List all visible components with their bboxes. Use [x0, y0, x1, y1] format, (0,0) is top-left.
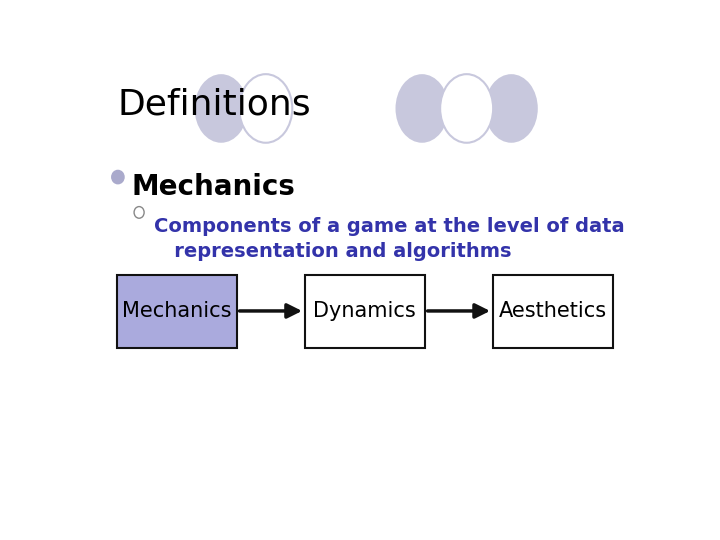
Ellipse shape [395, 74, 449, 143]
Text: Components of a game at the level of data: Components of a game at the level of dat… [154, 217, 625, 235]
Text: Mechanics: Mechanics [122, 301, 232, 321]
Ellipse shape [485, 74, 538, 143]
Ellipse shape [440, 74, 493, 143]
Text: Definitions: Definitions [118, 87, 312, 122]
Text: Dynamics: Dynamics [313, 301, 416, 321]
Ellipse shape [112, 171, 124, 184]
Text: Aesthetics: Aesthetics [499, 301, 607, 321]
Ellipse shape [134, 207, 144, 218]
FancyBboxPatch shape [117, 275, 237, 348]
FancyBboxPatch shape [305, 275, 425, 348]
Ellipse shape [239, 74, 292, 143]
Text: Mechanics: Mechanics [132, 173, 296, 201]
Text: representation and algorithms: representation and algorithms [154, 241, 512, 260]
FancyBboxPatch shape [493, 275, 613, 348]
Ellipse shape [194, 74, 248, 143]
